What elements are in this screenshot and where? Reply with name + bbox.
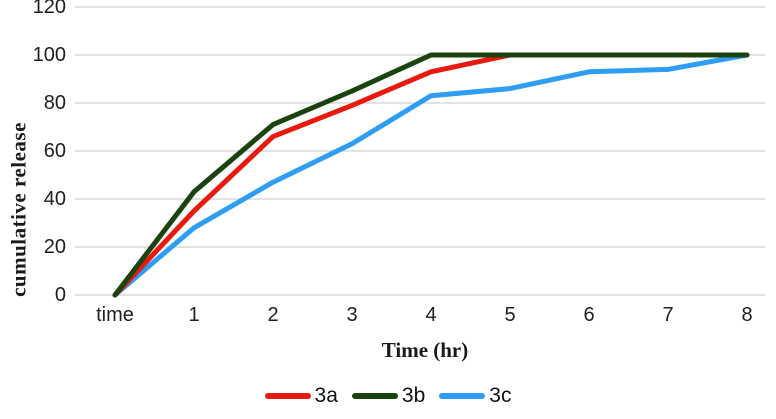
x-tick-label: 3 xyxy=(346,304,358,326)
x-tick-label: time xyxy=(96,304,134,326)
legend-item-3a: 3a xyxy=(264,384,338,408)
series-line-3c xyxy=(112,52,750,298)
x-tick-label: 6 xyxy=(583,304,595,326)
series-line-3a xyxy=(112,52,513,298)
y-tick-label: 40 xyxy=(43,188,66,210)
legend-item-3c: 3c xyxy=(439,384,511,408)
y-tick-label: 60 xyxy=(43,140,66,162)
y-axis-title: cumulative release xyxy=(6,122,31,297)
legend-label: 3a xyxy=(314,384,338,407)
y-tick-label: 80 xyxy=(43,92,66,114)
legend-swatch-blue-line xyxy=(439,393,486,399)
legend-swatch-green-line xyxy=(351,393,398,399)
x-tick-label: 2 xyxy=(267,304,279,326)
legend-label: 3b xyxy=(401,384,426,407)
y-tick-label: 0 xyxy=(54,284,66,306)
x-tick-label: 5 xyxy=(504,304,516,326)
x-tick-label: 8 xyxy=(741,304,753,326)
x-tick-label: 7 xyxy=(662,304,674,326)
legend-swatch-red-line xyxy=(264,393,311,399)
legend-label: 3c xyxy=(489,384,512,407)
series-line-3b xyxy=(112,52,750,298)
legend-item-3b: 3b xyxy=(351,384,426,408)
x-tick-label: 1 xyxy=(188,304,200,326)
x-tick-label: 4 xyxy=(425,304,437,326)
chart-legend: 3a 3b 3c xyxy=(0,384,776,408)
y-tick-label: 20 xyxy=(43,236,66,258)
x-axis-title: Time (hr) xyxy=(381,338,469,362)
y-tick-label: 100 xyxy=(32,44,66,66)
y-tick-label: 120 xyxy=(32,0,66,18)
